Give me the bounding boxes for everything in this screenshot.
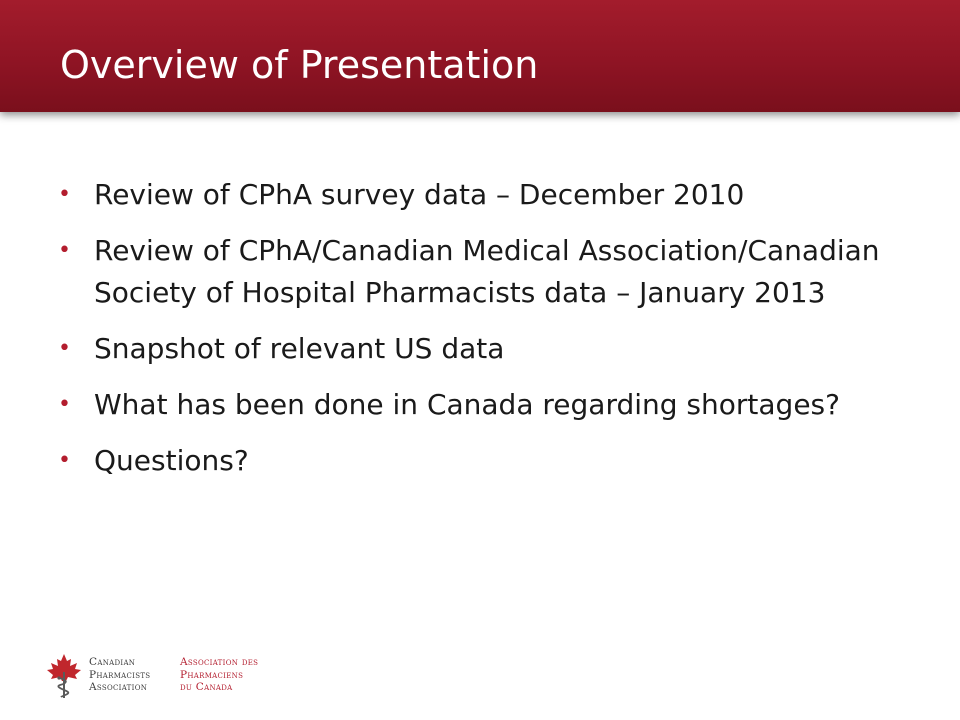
- bullet-list: • Review of CPhA survey data – December …: [58, 174, 888, 496]
- logo-french-line: Association des: [180, 656, 259, 668]
- bullet-text: Review of CPhA/Canadian Medical Associat…: [94, 234, 880, 309]
- title-band: Overview of Presentation: [0, 0, 960, 112]
- bullet-marker: •: [58, 336, 71, 361]
- maple-leaf-caduceus-icon: [47, 654, 81, 698]
- bullet-item: • Questions?: [58, 440, 888, 482]
- bullet-item: • Review of CPhA survey data – December …: [58, 174, 888, 216]
- slide-title: Overview of Presentation: [60, 43, 539, 87]
- bullet-text: What has been done in Canada regarding s…: [94, 388, 840, 421]
- logo-french-line: Pharmaciens: [180, 668, 244, 681]
- bullet-marker: •: [58, 238, 71, 263]
- bullet-text: Questions?: [94, 444, 249, 477]
- bullet-marker: •: [58, 448, 71, 473]
- logo-french-line: du Canada: [180, 681, 233, 693]
- cpha-logo: Canadian Pharmacists Association Associa…: [44, 652, 264, 700]
- bullet-item: • What has been done in Canada regarding…: [58, 384, 888, 426]
- bullet-marker: •: [58, 392, 71, 417]
- logo-french-text: Association des Pharmaciens du Canada: [180, 656, 258, 694]
- logo-english-line: Pharmacists: [89, 668, 151, 681]
- bullet-text: Snapshot of relevant US data: [94, 332, 505, 365]
- logo-english-line: Canadian: [89, 656, 136, 668]
- logo-english-line: Association: [89, 681, 148, 693]
- bullet-text: Review of CPhA survey data – December 20…: [94, 178, 745, 211]
- bullet-item: • Snapshot of relevant US data: [58, 328, 888, 370]
- logo-english-text: Canadian Pharmacists Association: [89, 656, 150, 694]
- bullet-item: • Review of CPhA/Canadian Medical Associ…: [58, 230, 888, 314]
- bullet-marker: •: [58, 182, 71, 207]
